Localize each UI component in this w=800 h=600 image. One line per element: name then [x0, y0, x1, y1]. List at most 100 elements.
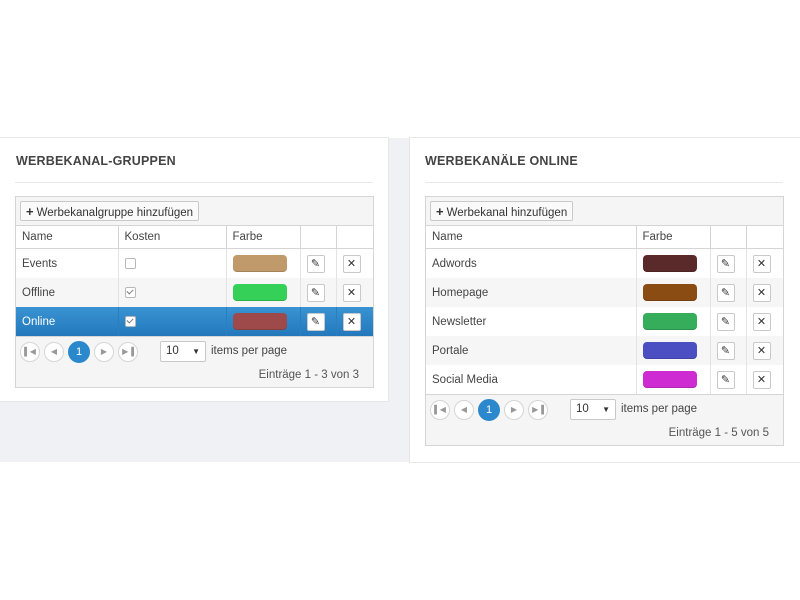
delete-cell: ✕ [336, 249, 373, 279]
edit-button[interactable]: ✎ [306, 283, 325, 302]
color-cell [226, 278, 301, 307]
pencil-icon: ✎ [720, 286, 731, 299]
table-row[interactable]: Homepage ✎ ✕ [426, 278, 783, 307]
edit-cell: ✎ [710, 365, 747, 394]
kosten-checkbox[interactable] [124, 286, 136, 298]
caret-down-icon: ▼ [192, 347, 200, 356]
per-page-label: items per page [211, 345, 288, 357]
edit-button[interactable]: ✎ [716, 341, 735, 360]
kosten-checkbox[interactable] [124, 257, 136, 269]
column-header-kosten[interactable]: Kosten [118, 226, 227, 249]
grid-toolbar: + Werbekanalgruppe hinzufügen [16, 197, 373, 226]
color-cell [636, 248, 711, 278]
delete-button[interactable]: ✕ [342, 254, 361, 273]
pager-info: Einträge 1 - 5 von 5 [668, 427, 769, 439]
edit-button[interactable]: ✎ [306, 312, 325, 331]
edit-cell: ✎ [300, 307, 337, 336]
plus-icon: + [436, 204, 444, 219]
delete-button[interactable]: ✕ [752, 312, 771, 331]
per-page-select[interactable]: 10 ▼ [570, 399, 616, 420]
edit-button[interactable]: ✎ [306, 254, 325, 273]
page-number-button[interactable]: 1 [478, 399, 500, 421]
grid-toolbar: + Werbekanal hinzufügen [426, 197, 783, 226]
close-icon: ✕ [346, 257, 357, 270]
color-swatch [232, 313, 287, 330]
pencil-icon: ✎ [720, 257, 731, 270]
edit-button[interactable]: ✎ [716, 283, 735, 302]
color-cell [636, 365, 711, 394]
table-row[interactable]: Adwords ✎ ✕ [426, 248, 783, 279]
column-header-edit [710, 226, 747, 249]
table-header-row: Name Farbe [426, 226, 783, 249]
delete-cell: ✕ [746, 307, 783, 336]
kosten-cell [118, 307, 227, 336]
column-header-farbe[interactable]: Farbe [226, 226, 301, 249]
column-header-delete [746, 226, 783, 249]
next-page-button[interactable]: ▶ [94, 342, 114, 362]
close-icon: ✕ [756, 286, 767, 299]
column-header-name[interactable]: Name [16, 226, 119, 249]
first-page-button[interactable]: ▌◀ [430, 400, 450, 420]
pager-info: Einträge 1 - 3 von 3 [258, 369, 359, 381]
groups-table: Name Kosten Farbe Events ✎ ✕ Offline ✎ ✕ Onlin… [16, 226, 373, 336]
color-swatch [642, 313, 697, 330]
kosten-checkbox[interactable] [124, 315, 136, 327]
add-channel-button[interactable]: + Werbekanal hinzufügen [430, 201, 574, 221]
row-name: Portale [426, 336, 637, 365]
delete-button[interactable]: ✕ [342, 283, 361, 302]
column-header-name[interactable]: Name [426, 226, 637, 249]
edit-cell: ✎ [710, 336, 747, 365]
delete-button[interactable]: ✕ [342, 312, 361, 331]
pencil-icon: ✎ [720, 373, 731, 386]
delete-cell: ✕ [336, 307, 373, 336]
column-header-edit [300, 226, 337, 249]
panel-title: WERBEKANÄLE ONLINE [425, 154, 578, 168]
table-row[interactable]: Offline ✎ ✕ [16, 278, 373, 307]
first-page-button[interactable]: ▌◀ [20, 342, 40, 362]
column-header-farbe[interactable]: Farbe [636, 226, 711, 249]
edit-button[interactable]: ✎ [716, 254, 735, 273]
color-cell [226, 248, 301, 278]
delete-cell: ✕ [746, 278, 783, 307]
edit-button[interactable]: ✎ [716, 370, 735, 389]
edit-button[interactable]: ✎ [716, 312, 735, 331]
delete-button[interactable]: ✕ [752, 254, 771, 273]
color-cell [226, 307, 301, 336]
title-divider [15, 182, 373, 183]
close-icon: ✕ [756, 373, 767, 386]
color-cell [636, 307, 711, 336]
close-icon: ✕ [756, 315, 767, 328]
delete-button[interactable]: ✕ [752, 283, 771, 302]
next-page-button[interactable]: ▶ [504, 400, 524, 420]
grid-pager: ▌◀ ◀ 1 ▶ ▶▐ 10 ▼ items per page Einträge… [16, 336, 373, 387]
color-cell [636, 278, 711, 307]
channels-grid: + Werbekanal hinzufügen Name Farbe Adword… [425, 196, 784, 446]
close-icon: ✕ [756, 257, 767, 270]
delete-button[interactable]: ✕ [752, 370, 771, 389]
channels-table: Name Farbe Adwords ✎ ✕ Homepage ✎ ✕ Newsletter… [426, 226, 783, 394]
table-row[interactable]: Portale ✎ ✕ [426, 336, 783, 365]
prev-page-button[interactable]: ◀ [454, 400, 474, 420]
kosten-cell [118, 248, 227, 278]
add-group-label: Werbekanalgruppe hinzufügen [36, 207, 194, 219]
delete-cell: ✕ [746, 365, 783, 394]
table-row[interactable]: Social Media ✎ ✕ [426, 365, 783, 394]
grid-pager: ▌◀ ◀ 1 ▶ ▶▐ 10 ▼ items per page Einträge… [426, 394, 783, 445]
last-page-button[interactable]: ▶▐ [118, 342, 138, 362]
prev-page-button[interactable]: ◀ [44, 342, 64, 362]
page-number-button[interactable]: 1 [68, 341, 90, 363]
color-swatch [232, 284, 287, 301]
table-row[interactable]: Online ✎ ✕ [16, 307, 373, 336]
edit-cell: ✎ [710, 307, 747, 336]
delete-cell: ✕ [746, 249, 783, 279]
row-name: Social Media [426, 365, 637, 394]
plus-icon: + [26, 204, 34, 219]
color-swatch [642, 371, 697, 388]
edit-cell: ✎ [710, 278, 747, 307]
table-row[interactable]: Events ✎ ✕ [16, 248, 373, 279]
delete-button[interactable]: ✕ [752, 341, 771, 360]
per-page-select[interactable]: 10 ▼ [160, 341, 206, 362]
add-group-button[interactable]: + Werbekanalgruppe hinzufügen [20, 201, 200, 221]
table-row[interactable]: Newsletter ✎ ✕ [426, 307, 783, 336]
last-page-button[interactable]: ▶▐ [528, 400, 548, 420]
